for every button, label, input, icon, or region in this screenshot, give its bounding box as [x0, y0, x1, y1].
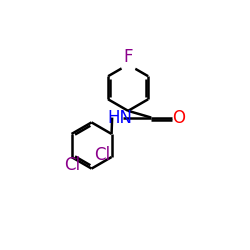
Text: Cl: Cl: [94, 146, 110, 164]
Text: HN: HN: [107, 108, 132, 126]
Text: Cl: Cl: [64, 156, 80, 174]
Text: O: O: [172, 108, 185, 126]
Text: F: F: [124, 48, 133, 66]
